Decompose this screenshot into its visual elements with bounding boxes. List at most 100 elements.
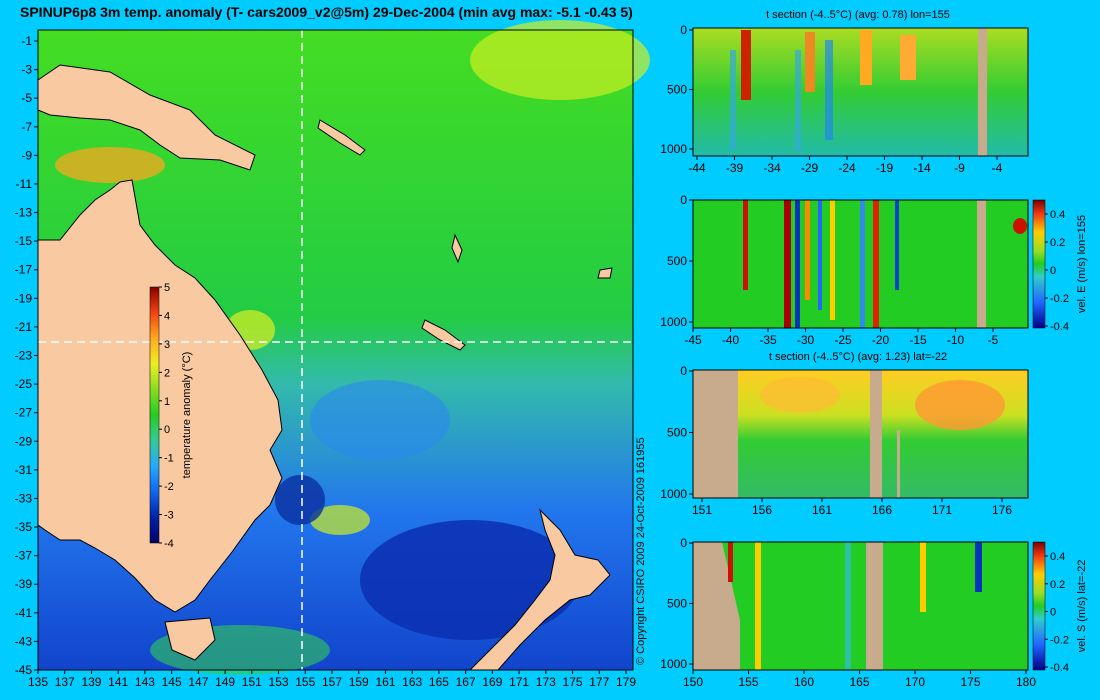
map-x-tick-label: 149 <box>215 675 235 689</box>
land-vanuatu <box>451 233 463 264</box>
map-x-tick-label: 141 <box>108 675 128 689</box>
map-y-ticks: -1 -3 -5 -7 -9 -11 -13 -15 -17 -19 -21 -23 -25 -27 -29… <box>15 34 38 677</box>
map-y-tick-label: -9 <box>21 148 32 162</box>
map-y-tick-label: -1 <box>21 34 32 48</box>
panel4-x-ticks: 150 155 160 165 170 175 180 <box>683 670 1036 689</box>
panel2-negative-stripe <box>795 200 800 328</box>
panel4-x-tick-label: 150 <box>683 675 703 689</box>
panel1-title: t section (-4..5°C) (avg: 0.78) lon=155 <box>766 9 950 21</box>
panel2-x-tick-label: -10 <box>947 333 965 347</box>
land-solomon-islands <box>317 119 366 156</box>
map-x-tick-label: 155 <box>295 675 315 689</box>
panel2-x-tick-label: -35 <box>759 333 777 347</box>
panel2-negative-stripe <box>860 200 865 328</box>
section-panel-4: 0 500 1000 150 155 160 165 170 175 180 0.4 0.2 0 -0… <box>660 536 1088 689</box>
panel4-x-tick-label: 175 <box>960 675 980 689</box>
map-x-tick-label: 143 <box>135 675 155 689</box>
panel4-colorbar-tick-label: -0.2 <box>1050 634 1069 646</box>
panel4-colorbar-tick-label: 0.4 <box>1050 551 1065 563</box>
panel4-y-tick-label: 500 <box>667 597 687 611</box>
panel2-positive-stripe <box>830 200 835 320</box>
temp-colorbar-tick-label: 3 <box>164 339 170 351</box>
panel4-land-column <box>866 542 883 670</box>
map-y-tick-label: -13 <box>15 206 33 220</box>
figure-title: SPINUP6p8 3m temp. anomaly (T- cars2009_… <box>20 4 633 20</box>
panel2-colorbar-tick-label: 0.4 <box>1050 209 1065 221</box>
panel2-y-tick-label: 500 <box>667 254 687 268</box>
map-x-tick-label: 147 <box>188 675 208 689</box>
panel2-colorbar-label: vel. E (m/s) lon=155 <box>1076 215 1088 313</box>
map-y-tick-label: -31 <box>15 463 33 477</box>
panel2-positive-stripe <box>805 200 810 300</box>
land-australia <box>37 179 283 613</box>
panel1-x-tick-label: -24 <box>838 161 856 175</box>
map-y-tick-label: -15 <box>15 234 33 248</box>
map-y-tick-label: -19 <box>15 291 33 305</box>
panel3-y-tick-label: 0 <box>680 364 687 378</box>
panel1-x-tick-label: -9 <box>954 161 965 175</box>
panel2-colorbar-tick-label: -0.2 <box>1050 293 1069 305</box>
map-x-tick-label: 135 <box>28 675 48 689</box>
map-y-tick-label: -43 <box>15 634 33 648</box>
panel2-y-ticks: 0 500 1000 <box>660 193 693 329</box>
map-warm-patch <box>55 147 165 183</box>
temp-colorbar-tick-label: 1 <box>164 396 170 408</box>
panel2-land-column <box>977 200 986 328</box>
panel2-colorbar-tick-label: 0 <box>1050 265 1056 277</box>
map-y-tick-label: -5 <box>21 91 32 105</box>
map-y-tick-label: -25 <box>15 377 33 391</box>
map-y-tick-label: -21 <box>15 320 33 334</box>
panel1-x-tick-label: -4 <box>992 161 1003 175</box>
panel1-cold-column <box>825 40 833 140</box>
map-cold-patch <box>360 520 580 640</box>
panel3-x-ticks: 151 156 161 166 171 176 <box>692 498 1012 517</box>
panel4-negative-stripe <box>845 542 851 670</box>
panel4-positive-stripe <box>755 542 761 670</box>
panel1-y-ticks: 0 500 1000 <box>660 23 693 156</box>
panel4-x-tick-label: 160 <box>794 675 814 689</box>
panel1-y-tick-label: 1000 <box>660 142 687 156</box>
panel4-colorbar-label: vel. S (m/s) lat=-22 <box>1076 560 1088 653</box>
map-y-tick-label: -3 <box>21 63 32 77</box>
panel1-y-tick-label: 500 <box>667 83 687 97</box>
panel3-land-column <box>870 370 882 498</box>
panel1-frame <box>692 27 1029 157</box>
map-x-tick-label: 161 <box>375 675 395 689</box>
panel2-positive-stripe <box>873 200 879 328</box>
panel1-warm-column <box>900 35 916 80</box>
map-x-tick-label: 145 <box>162 675 182 689</box>
map-x-tick-label: 137 <box>55 675 75 689</box>
map-x-tick-label: 177 <box>589 675 609 689</box>
panel4-frame <box>692 541 1029 671</box>
map-y-tick-label: -17 <box>15 263 33 277</box>
panel4-field <box>693 542 1028 670</box>
map-y-tick-label: -7 <box>21 120 32 134</box>
panel2-colorbar-tick-label: 0.2 <box>1050 237 1065 249</box>
copyright-text: © Copyright CSIRO 2009 24-Oct-2009 16195… <box>635 437 647 665</box>
temp-colorbar-tick-label: -2 <box>164 481 174 493</box>
temp-colorbar-tick-label: 2 <box>164 367 170 379</box>
panel1-x-ticks: -44 -39 -34 -29 -24 -19 -14 -9 -4 <box>688 156 1003 175</box>
map-cold-patch <box>275 475 325 525</box>
map-x-ticks: 135 137 139 141 143 145 147 149 151 153 155 157 159 1… <box>28 670 636 689</box>
panel2-x-tick-label: -5 <box>988 333 999 347</box>
map-x-tick-label: 163 <box>402 675 422 689</box>
panel3-y-tick-label: 500 <box>667 426 687 440</box>
panel2-y-tick-label: 0 <box>680 193 687 207</box>
map-y-tick-label: -29 <box>15 434 33 448</box>
map-x-tick-label: 167 <box>456 675 476 689</box>
panel3-land-column <box>897 430 900 498</box>
panel3-warm-patch <box>915 380 1005 430</box>
panel4-colorbar-tick-label: 0.2 <box>1050 579 1065 591</box>
panel1-x-tick-label: -19 <box>876 161 894 175</box>
map-y-tick-label: -35 <box>15 520 33 534</box>
panel2-x-tick-label: -40 <box>722 333 740 347</box>
temp-colorbar-ticks: 5 4 3 2 1 0 -1 -2 -3 -4 <box>159 282 174 550</box>
panel2-positive-stripe <box>784 200 791 328</box>
panel2-x-tick-label: -45 <box>684 333 702 347</box>
map-x-tick-label: 179 <box>616 675 636 689</box>
map-y-tick-label: -33 <box>15 491 33 505</box>
panel4-x-tick-label: 170 <box>905 675 925 689</box>
map-y-tick-label: -45 <box>15 663 33 677</box>
